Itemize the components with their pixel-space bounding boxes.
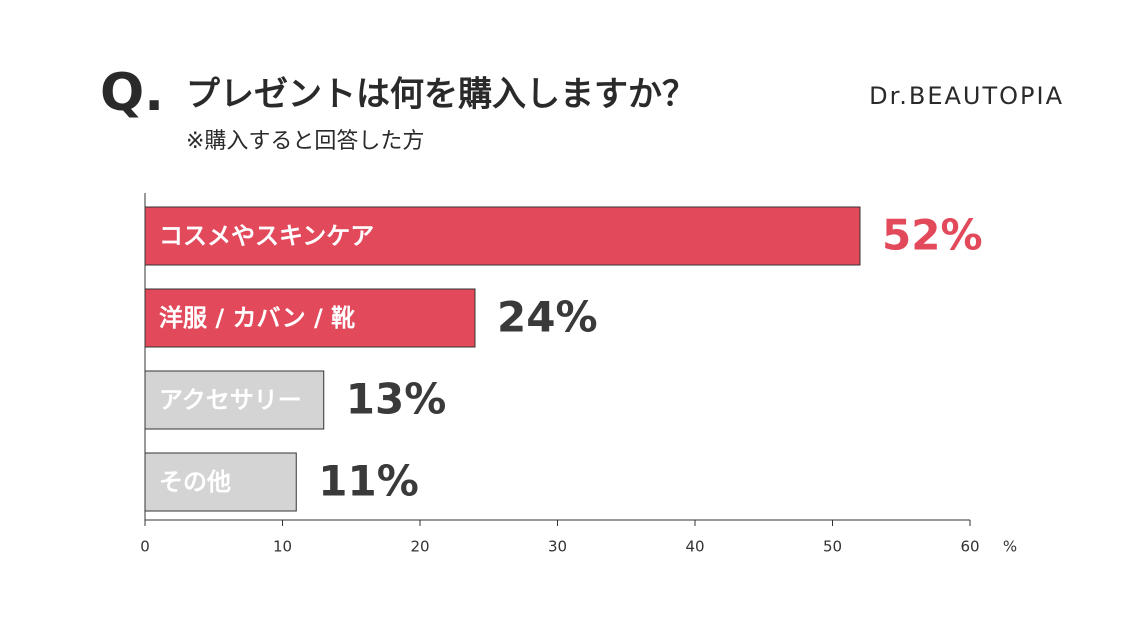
category-label: コスメやスキンケア	[159, 222, 374, 250]
bar	[144, 288, 476, 348]
value-label: 52%	[882, 211, 983, 260]
x-tick-label: 50	[823, 538, 842, 556]
bar	[144, 370, 325, 430]
bar	[144, 452, 297, 512]
value-label: 24%	[497, 293, 598, 342]
category-label: その他	[159, 468, 231, 496]
x-tick-label: 10	[273, 538, 292, 556]
x-tick-label: 20	[410, 538, 429, 556]
chart-title: プレゼントは何を購入しますか？	[186, 75, 696, 115]
brand: Dr.BEAUTOPIA	[869, 82, 1064, 110]
x-unit: %	[1003, 538, 1017, 556]
category-label: 洋服 / カバン / 靴	[159, 304, 355, 332]
subtitle: ※購入すると回答した方	[186, 129, 424, 154]
x-tick-label: 60	[960, 538, 979, 556]
category-label: アクセサリー	[159, 386, 302, 414]
bar	[144, 206, 861, 266]
x-tick-label: 0	[140, 538, 150, 556]
value-label: 13%	[346, 375, 447, 424]
x-tick-label: 30	[548, 538, 567, 556]
title-prefix: Q.	[100, 63, 164, 123]
value-label: 11%	[318, 457, 419, 506]
x-tick-label: 40	[685, 538, 704, 556]
